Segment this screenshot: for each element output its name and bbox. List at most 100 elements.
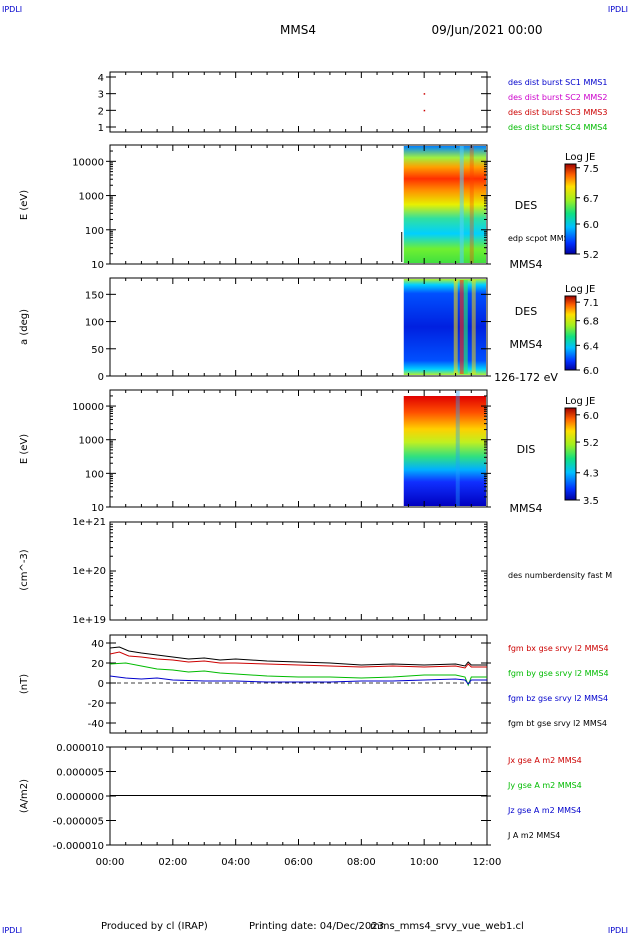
x-tick-label: 10:00	[410, 857, 439, 868]
y-tick-label-fgm: -40	[88, 719, 104, 730]
date-title: 09/Jun/2021 00:00	[431, 23, 542, 37]
legend-fgm-1: fgm by gse srvy l2 MMS4	[508, 669, 609, 678]
y-tick-label-burst: 3	[98, 90, 104, 101]
colorbar-tick-label-des_energy: 5.2	[583, 250, 599, 261]
colorbar-tick-label-des_energy: 6.7	[583, 194, 599, 205]
y-tick-label-density: 1e+20	[72, 566, 106, 577]
y-tick-label-dis_energy: 10	[91, 503, 104, 514]
dis-stripe	[455, 391, 460, 506]
legend-burst-1: des dist burst SC2 MMS2	[508, 93, 607, 102]
panel-burst-frame	[109, 71, 488, 133]
panel-density-ylabel: (cm^-3)	[19, 549, 30, 590]
x-tick-label: 06:00	[284, 857, 313, 868]
y-tick-label-current: 0.000010	[56, 743, 104, 754]
y-tick-label-fgm: 20	[91, 659, 104, 670]
series-fgm-2	[109, 675, 487, 685]
legend-burst-2: des dist burst SC3 MMS3	[508, 108, 607, 117]
dis-energy-spectrogram	[403, 396, 486, 506]
y-tick-label-burst: 2	[98, 106, 104, 117]
x-tick-label: 04:00	[221, 857, 250, 868]
des-pitch-instrument-label: DES	[515, 305, 537, 318]
y-tick-label-des_pitch: 100	[85, 318, 104, 329]
mission-title: MMS4	[280, 23, 316, 37]
colorbar-tick-label-des_pitch: 6.0	[583, 366, 599, 377]
y-tick-label-des_energy: 1000	[79, 192, 104, 203]
colorbar-tick-label-des_energy: 6.0	[583, 220, 599, 231]
y-tick-label-des_pitch: 150	[85, 290, 104, 301]
colorbar-tick-label-dis_energy: 3.5	[583, 496, 599, 507]
legend-current-1: Jy gse A m2 MMS4	[507, 781, 582, 790]
legend-current-0: Jx gse A m2 MMS4	[507, 756, 582, 765]
footer-filename: mms_mms4_srvy_vue_web1.cl	[370, 921, 524, 932]
series-fgm-1	[109, 662, 487, 687]
colorbar-dis-energy	[564, 407, 577, 501]
y-tick-label-fgm: -20	[88, 699, 104, 710]
legend-fgm-2: fgm bz gse srvy l2 MMS4	[508, 694, 608, 703]
legend-density-0: des numberdensity fast M	[508, 571, 612, 580]
x-tick-label: 00:00	[96, 857, 125, 868]
y-tick-label-current: -0.000005	[53, 817, 104, 828]
footer-printing-date: Printing date: 04/Dec/2023	[249, 921, 384, 932]
legend-fgm-0: fgm bx gse srvy l2 MMS4	[508, 644, 609, 653]
des-energy-spectrogram	[403, 146, 486, 263]
des-energy-stripe	[459, 146, 464, 263]
colorbar-tick-label-dis_energy: 6.0	[583, 411, 599, 422]
colorbar-tick-label-dis_energy: 4.3	[583, 469, 599, 480]
y-tick-label-current: 0.000005	[56, 768, 104, 779]
y-tick-label-des_energy: 10	[91, 260, 104, 271]
des-energy-stripe	[469, 146, 474, 263]
panel-density-frame	[109, 521, 488, 621]
y-tick-label-current: -0.000010	[53, 841, 104, 852]
y-tick-label-des_pitch: 0	[98, 372, 104, 383]
x-tick-label: 02:00	[158, 857, 187, 868]
y-tick-label-des_energy: 10000	[72, 157, 104, 168]
colorbar-tick-label-des_energy: 7.5	[583, 164, 599, 175]
des-energy-sublabel: edp scpot MMS4	[508, 234, 574, 243]
footer-produced-by: Produced by cl (IRAP)	[101, 921, 208, 932]
series-fgm-0	[109, 651, 487, 669]
y-tick-label-fgm: 0	[98, 679, 104, 690]
y-tick-label-des_energy: 100	[85, 226, 104, 237]
legend-current-3: J A m2 MMS4	[507, 831, 560, 840]
colorbar-des-pitch-title: Log JE	[565, 284, 595, 295]
colorbar-des-pitch	[564, 295, 577, 371]
burst-marker-1	[423, 109, 426, 112]
colorbar-tick-label-des_pitch: 6.4	[583, 341, 599, 352]
panel-dis-energy-ylabel: E (eV)	[19, 434, 30, 464]
colorbar-tick-label-dis_energy: 5.2	[583, 438, 599, 449]
axis-ticks	[106, 72, 580, 846]
y-tick-label-fgm: 40	[91, 639, 104, 650]
y-tick-label-density: 1e+19	[72, 615, 106, 626]
panel-des-energy-ylabel: E (eV)	[19, 190, 30, 220]
x-tick-label: 08:00	[347, 857, 376, 868]
legend-fgm-3: fgm bt gse srvy l2 MMS4	[508, 719, 607, 728]
spectrogram-texture	[453, 146, 476, 506]
des-energy-instrument-label: DES	[515, 199, 537, 212]
x-tick-label: 12:00	[473, 857, 502, 868]
y-tick-label-dis_energy: 100	[85, 469, 104, 480]
colorbar-dis-energy-title: Log JE	[565, 396, 595, 407]
y-tick-label-burst: 4	[98, 73, 104, 84]
legend-burst-3: des dist burst SC4 MMS4	[508, 123, 607, 132]
legend-current-2: Jz gse A m2 MMS4	[507, 806, 581, 815]
panel-fgm-frame	[109, 634, 488, 734]
series-fgm-3	[109, 646, 487, 667]
pitch-stripe	[453, 280, 458, 374]
des-energy-spacecraft-label: MMS4	[510, 258, 543, 271]
colorbar-tick-label-des_pitch: 6.8	[583, 317, 599, 328]
y-tick-label-burst: 1	[98, 123, 104, 134]
y-tick-label-density: 1e+21	[72, 517, 106, 528]
series-layer	[109, 93, 487, 796]
y-tick-label-dis_energy: 10000	[72, 402, 104, 413]
des-pitch-energy-range-label: 126-172 eV	[494, 371, 558, 384]
pitch-stripe	[463, 280, 468, 374]
y-tick-label-des_pitch: 50	[91, 345, 104, 356]
corner-label-bottom-left: IPDLI	[2, 926, 22, 934]
panel-des-pitch-ylabel: a (deg)	[19, 309, 30, 345]
dis-energy-instrument-label: DIS	[517, 443, 536, 456]
colorbar-tick-label-des_pitch: 7.1	[583, 298, 599, 309]
y-tick-label-current: 0.000000	[56, 792, 104, 803]
labels-layer: 4 3 2 1 des dist burst SC1 MMS1 des dist burs…	[53, 73, 613, 868]
colorbar-des-energy-title: Log JE	[565, 152, 595, 163]
